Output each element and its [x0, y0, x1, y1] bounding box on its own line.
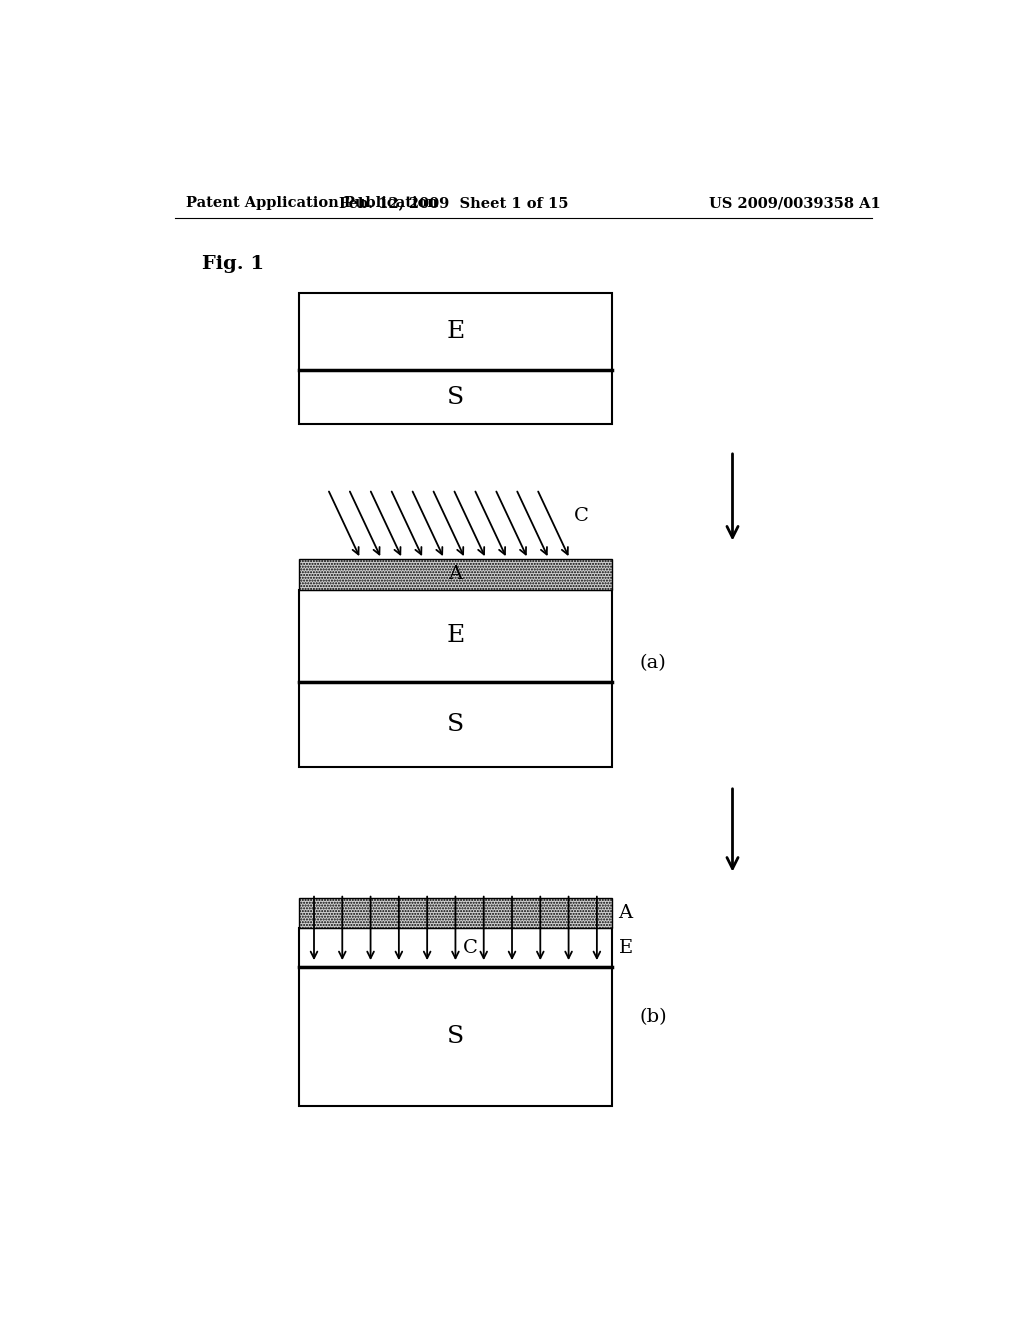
Text: Fig. 1: Fig. 1	[202, 255, 264, 273]
Bar	[299, 682, 612, 767]
Text: Feb. 12, 2009  Sheet 1 of 15: Feb. 12, 2009 Sheet 1 of 15	[339, 197, 568, 210]
Text: E: E	[446, 321, 465, 343]
Bar	[299, 928, 612, 966]
Bar	[299, 590, 612, 682]
Text: US 2009/0039358 A1: US 2009/0039358 A1	[710, 197, 881, 210]
Text: A: A	[618, 904, 633, 921]
Text: S: S	[446, 713, 464, 735]
Bar	[299, 966, 612, 1106]
Bar	[299, 898, 612, 928]
Text: C: C	[463, 939, 478, 957]
Text: S: S	[446, 1024, 464, 1048]
Text: E: E	[446, 624, 465, 647]
Bar	[299, 558, 612, 590]
Text: C: C	[573, 507, 589, 525]
Bar	[299, 293, 612, 424]
Text: (a): (a)	[640, 653, 667, 672]
Text: E: E	[618, 939, 633, 957]
Text: S: S	[446, 385, 464, 409]
Text: (b): (b)	[640, 1008, 667, 1026]
Text: Patent Application Publication: Patent Application Publication	[186, 197, 438, 210]
Text: A: A	[449, 565, 463, 583]
